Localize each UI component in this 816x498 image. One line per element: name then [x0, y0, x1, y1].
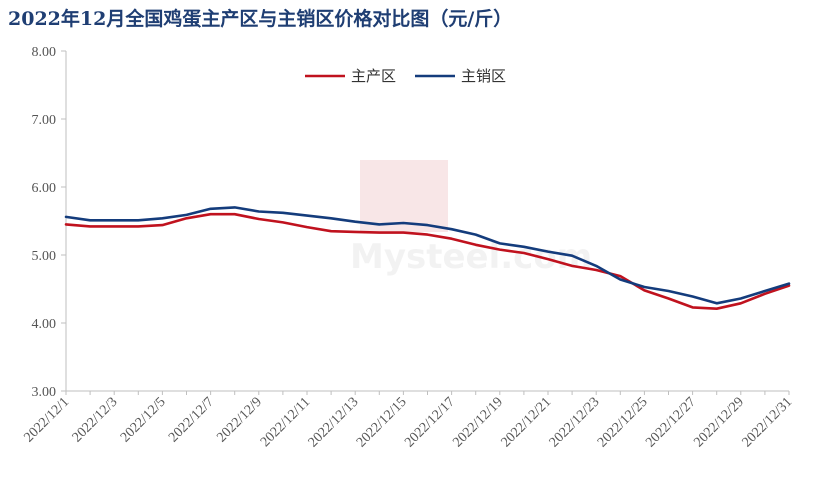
x-tick-label: 2022/12/19 [450, 395, 506, 451]
x-tick-label: 2022/12/9 [214, 395, 265, 446]
series-line-0 [64, 212, 791, 311]
x-tick-label: 2022/12/1 [22, 395, 73, 446]
legend: 主产区 主销区 [305, 67, 506, 85]
series-layer [64, 206, 791, 311]
x-tick-label: 2022/12/31 [740, 395, 796, 451]
y-tick-label: 8.00 [32, 45, 57, 60]
x-tick-label: 2022/12/27 [643, 395, 699, 451]
y-axis: 3.00 4.00 5.00 6.00 7.00 8.00 [32, 45, 67, 400]
y-tick-label: 7.00 [32, 113, 57, 128]
x-tick-label: 2022/12/25 [595, 395, 651, 451]
x-tick-label: 2022/12/15 [354, 395, 410, 451]
y-tick-label: 3.00 [32, 385, 57, 400]
series-line-1 [64, 206, 791, 305]
x-tick-label: 2022/12/29 [691, 395, 747, 451]
y-tick-label: 6.00 [32, 181, 57, 196]
y-tick-label: 5.00 [32, 249, 57, 264]
x-tick-label: 2022/12/11 [258, 395, 313, 450]
x-tick-label: 2022/12/23 [547, 395, 603, 451]
x-tick-label: 2022/12/5 [118, 395, 169, 446]
x-tick-label: 2022/12/13 [306, 395, 362, 451]
legend-label-1: 主销区 [461, 67, 506, 85]
chart-title: 2022年12月全国鸡蛋主产区与主销区价格对比图（元/斤） [8, 8, 513, 30]
legend-label-0: 主产区 [351, 67, 396, 85]
y-tick-label: 4.00 [32, 317, 57, 332]
x-tick-label: 2022/12/3 [70, 395, 121, 446]
x-tick-label: 2022/12/7 [166, 395, 217, 446]
x-tick-label: 2022/12/17 [402, 395, 458, 451]
x-tick-label: 2022/12/21 [499, 395, 555, 451]
watermark-logo-block [360, 160, 448, 232]
x-axis: 2022/12/12022/12/32022/12/52022/12/72022… [22, 390, 796, 451]
mysteel-watermark: Mysteel.com [350, 160, 592, 277]
